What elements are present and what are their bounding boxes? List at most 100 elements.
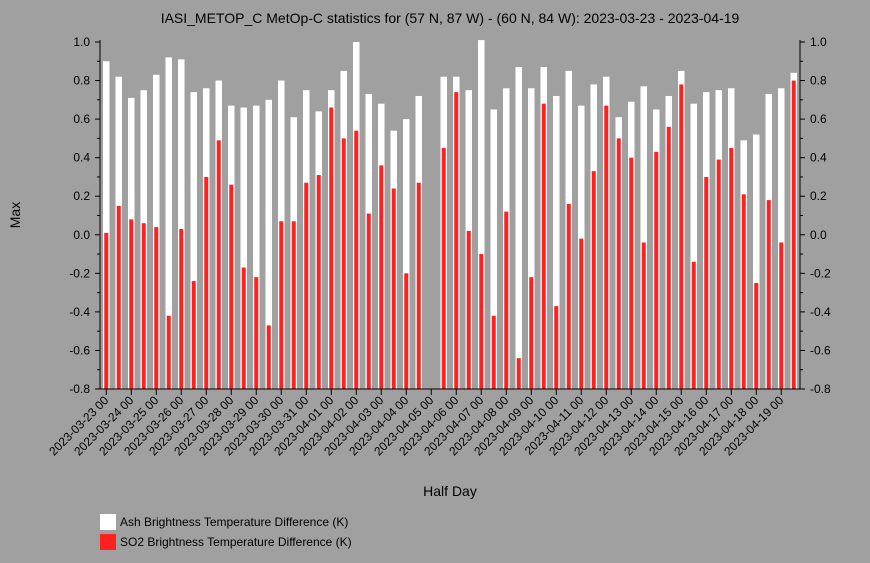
y-axis-label: Max [7,202,23,228]
ash-bar-7 [190,92,197,390]
so2-bar-55 [791,80,796,389]
ash-bar-0 [103,61,110,389]
so2-bar-34 [529,277,534,389]
ash-bar-31 [490,109,497,389]
legend: Ash Brightness Temperature Difference (K… [100,512,352,552]
so2-bar-33 [516,358,521,389]
so2-bar-16 [304,182,309,389]
so2-bar-3 [141,223,146,389]
legend-label-so2: SO2 Brightness Temperature Difference (K… [120,535,352,549]
y-tick-label-right: -0.6 [810,343,831,357]
ash-bar-5 [165,57,172,390]
axes-group: 1.0 1.0 0.8 0.8 0.6 0.6 0.4 0.4 0.2 0.2 0.0 0.0 -0.2… [46,35,831,458]
so2-bar-15 [291,221,296,389]
so2-bar-10 [229,184,234,389]
y-tick-label-right: 0.6 [810,112,827,126]
y-tick-label-left: 0.2 [73,189,90,203]
so2-bar-12 [254,277,259,389]
so2-bar-11 [241,267,246,389]
so2-bar-43 [641,242,646,389]
so2-bar-17 [316,175,321,389]
legend-swatch-so2 [100,534,116,550]
so2-bar-4 [154,227,159,389]
so2-bar-29 [466,230,471,389]
so2-bar-36 [554,306,559,389]
y-tick-label-left: -0.8 [69,382,90,396]
so2-bar-39 [591,171,596,389]
so2-bar-53 [766,200,771,389]
so2-bar-23 [391,188,396,389]
ash-bar-43 [640,86,647,389]
so2-bar-31 [491,315,496,389]
so2-bar-0 [104,232,109,389]
y-tick-label-right: 0.0 [810,228,827,242]
so2-bar-7 [191,281,196,389]
so2-bar-40 [604,105,609,390]
y-tick-label-right: 1.0 [810,35,827,49]
so2-bar-49 [716,159,721,389]
ash-bar-12 [253,105,260,390]
legend-label-ash: Ash Brightness Temperature Difference (K… [120,515,349,529]
ash-bar-52 [753,134,760,389]
chart-title: IASI_METOP_C MetOp-C statistics for (57 … [161,10,740,26]
so2-bar-37 [566,203,571,389]
so2-bar-47 [691,261,696,389]
ash-bar-6 [178,59,185,389]
y-tick-label-right: -0.2 [810,266,831,280]
ash-bar-24 [403,119,410,390]
ash-bar-36 [553,95,560,389]
so2-bar-46 [679,84,684,389]
y-tick-label-left: -0.6 [69,343,90,357]
so2-bar-27 [441,148,446,389]
ash-bar-11 [240,107,247,389]
y-tick-label-right: -0.4 [810,305,831,319]
so2-bar-28 [454,92,459,390]
so2-bar-32 [504,211,509,389]
so2-bar-41 [616,138,621,389]
so2-bar-44 [654,151,659,389]
so2-bar-30 [479,254,484,389]
so2-bar-1 [116,205,121,389]
so2-bar-20 [354,130,359,389]
so2-bar-14 [279,221,284,389]
so2-bar-35 [541,103,546,389]
bars-group [103,40,797,390]
so2-bar-54 [779,242,784,389]
ash-bar-34 [528,88,535,390]
y-tick-label-left: 1.0 [73,35,90,49]
so2-bar-42 [629,157,634,389]
so2-bar-48 [704,176,709,389]
so2-bar-52 [754,282,759,389]
ash-bar-13 [265,99,272,389]
y-tick-label-right: 0.2 [810,189,827,203]
so2-bar-8 [204,176,209,389]
y-tick-label-left: -0.2 [69,266,90,280]
so2-bar-45 [666,126,671,389]
x-axis-label: Half Day [423,483,477,499]
so2-bar-51 [741,194,746,389]
so2-bar-6 [179,228,184,389]
y-tick-label-right: 0.4 [810,151,827,165]
so2-bar-38 [579,238,584,389]
legend-swatch-ash [100,514,116,530]
so2-bar-25 [416,182,421,389]
ash-bar-30 [478,40,485,389]
legend-item-so2: SO2 Brightness Temperature Difference (K… [100,532,352,552]
legend-item-ash: Ash Brightness Temperature Difference (K… [100,512,352,532]
y-tick-label-left: 0.6 [73,112,90,126]
ash-bar-54 [778,88,785,390]
y-tick-label-right: -0.8 [810,382,831,396]
so2-bar-2 [129,219,134,389]
so2-bar-9 [216,140,221,389]
so2-bar-22 [379,165,384,389]
so2-bar-5 [166,315,171,389]
ash-bar-33 [515,67,522,389]
y-tick-label-left: 0.8 [73,74,90,88]
y-tick-label-left: 0.4 [73,151,90,165]
so2-bar-21 [366,213,371,389]
so2-bar-19 [341,138,346,389]
so2-bar-18 [329,107,334,389]
y-tick-label-left: -0.4 [69,305,90,319]
so2-bar-13 [266,325,271,389]
